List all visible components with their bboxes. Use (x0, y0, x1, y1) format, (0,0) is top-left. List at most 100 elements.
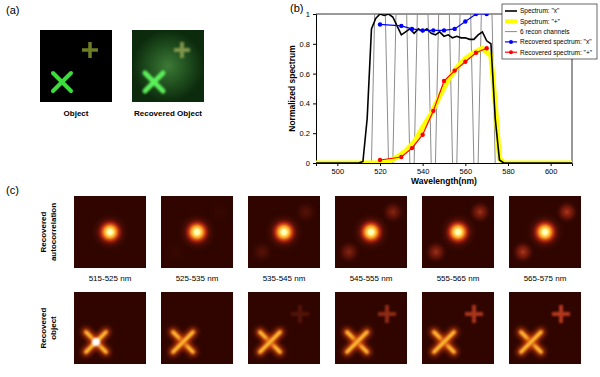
x-shape (145, 73, 163, 91)
autocorrelation-image (161, 196, 233, 268)
x-shape-glow (347, 332, 367, 352)
x-shape-glow (347, 332, 367, 352)
band-label: 525-535 nm (176, 274, 219, 283)
recovered-object-image (132, 30, 204, 102)
plus-stroke (472, 305, 476, 323)
x-tick-mark (380, 163, 381, 166)
image-background (132, 30, 204, 102)
legend-marker (509, 40, 513, 44)
channel-line (371, 14, 388, 163)
y-tick: 0.6 (300, 70, 316, 79)
series-marker (420, 28, 424, 32)
center-peak (183, 218, 211, 246)
image-background (248, 196, 320, 268)
y-tick: 0.4 (300, 99, 316, 108)
x-shape (53, 73, 71, 91)
center-peak (357, 218, 385, 246)
image-background (248, 292, 320, 364)
x-tick-mark (508, 163, 509, 166)
image-shapes (53, 42, 98, 91)
plus-stroke (298, 305, 302, 323)
plus-shape (378, 305, 396, 323)
center-peak (270, 218, 298, 246)
y-tick-label: 0.6 (300, 70, 310, 79)
legend-label: Spectrum: "+" (520, 18, 561, 26)
center-peak (444, 218, 472, 246)
series-marker (452, 68, 456, 72)
image-background (74, 292, 146, 364)
plus-shape (552, 305, 570, 323)
series-marker (463, 19, 467, 23)
autocorrelation-image (509, 196, 581, 268)
image-shapes (347, 305, 396, 352)
image-background (161, 196, 233, 268)
x-shape (145, 73, 163, 91)
y-tick: 1 (306, 10, 316, 19)
x-shape (173, 332, 193, 352)
x-shape (434, 332, 454, 352)
y-tick-mark (313, 74, 316, 75)
recovered-object-image (74, 292, 146, 364)
center-halo (90, 212, 130, 252)
legend-label: Recovered spectrum: "x" (520, 38, 592, 46)
recovered-object-image (335, 292, 407, 364)
x-shape-glow (260, 332, 280, 352)
y-tick-label: 0 (306, 159, 310, 168)
image-background (422, 196, 494, 268)
legend-box (502, 4, 597, 59)
panel-label: (a) (6, 4, 19, 16)
x-tick-mark (551, 163, 552, 166)
x-shape (86, 332, 106, 352)
plus-shape (180, 42, 184, 58)
image-background (335, 292, 407, 364)
x-shape (173, 332, 193, 352)
center-halo (438, 212, 478, 252)
y-tick-mark (313, 103, 316, 104)
y-tick-label: 0.8 (300, 40, 310, 49)
y-tick-mark (313, 14, 316, 15)
band-label: 555-565 nm (437, 274, 480, 283)
y-tick-label: 1 (306, 10, 310, 19)
x-shape (434, 332, 454, 352)
series-marker (431, 109, 435, 113)
y-tick-mark (313, 163, 316, 164)
series-marker (410, 146, 414, 150)
series-marker (474, 14, 478, 16)
legend-swatch (505, 31, 517, 32)
x-shape (521, 332, 541, 352)
series-marker (442, 79, 446, 83)
object-image (40, 30, 112, 102)
center-halo (264, 212, 304, 252)
row-label: autocorrelation (49, 203, 58, 261)
center-peak (96, 218, 124, 246)
x-axis-line (317, 164, 573, 167)
series-marker (463, 59, 467, 63)
recovered-object-image (161, 292, 233, 364)
y-axis-line (313, 15, 317, 164)
series-line (380, 48, 487, 160)
image-shapes (145, 42, 190, 91)
y-tick: 0.2 (300, 129, 316, 138)
series-marker (410, 27, 414, 31)
legend-marker (509, 50, 513, 54)
image-background (509, 196, 581, 268)
y-tick-mark (313, 133, 316, 134)
plus-stroke (559, 305, 563, 323)
legend-swatch (505, 10, 517, 12)
band-label: 565-575 nm (524, 274, 567, 283)
recovered-object-image (248, 292, 320, 364)
autocorrelation-image (335, 196, 407, 268)
x-shape (521, 332, 541, 352)
series-marker (378, 22, 382, 26)
center-peak (531, 218, 559, 246)
series-marker (399, 24, 403, 28)
series-marker (484, 14, 488, 16)
image-background (509, 292, 581, 364)
x-tick: 520 (374, 163, 387, 176)
image-shapes (521, 305, 570, 352)
x-tick: 580 (502, 163, 515, 176)
x-shape-glow (521, 332, 541, 352)
x-shape (86, 332, 106, 352)
x-tick: 540 (417, 163, 430, 176)
x-tick-label: 560 (460, 167, 473, 176)
